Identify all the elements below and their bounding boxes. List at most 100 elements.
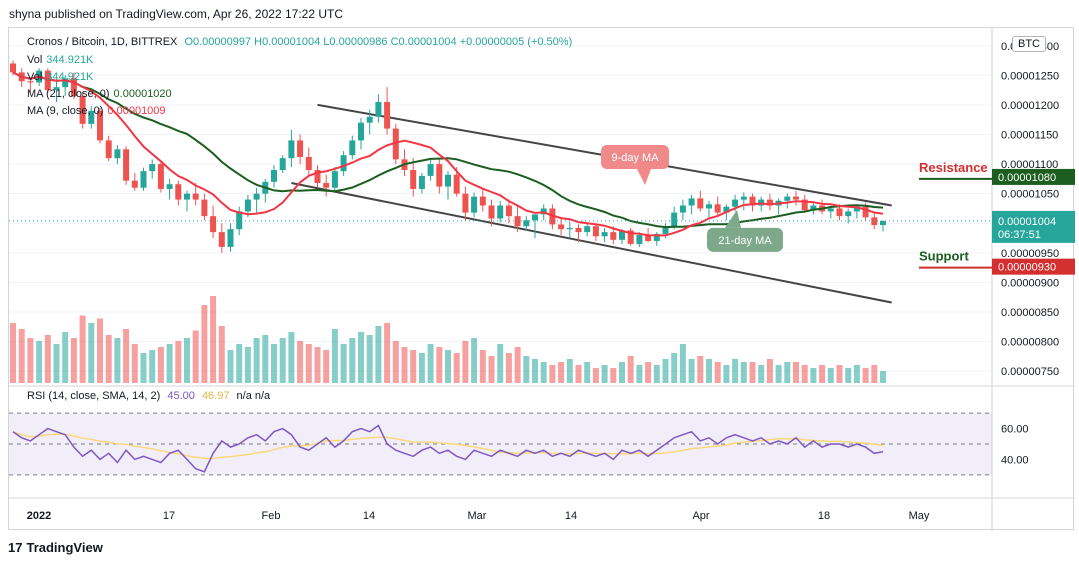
volume-bar xyxy=(471,338,478,383)
ma9-callout-pointer xyxy=(637,168,651,185)
candle-body xyxy=(244,199,251,212)
volume-bar xyxy=(62,332,69,383)
vol-label: Vol xyxy=(27,71,43,83)
volume-bar xyxy=(505,353,512,383)
candle-body xyxy=(349,140,356,156)
volume-bar xyxy=(79,315,86,383)
rsi-extra: n/a n/a xyxy=(236,390,271,402)
time-tick-label: 14 xyxy=(363,510,375,522)
volume-bar xyxy=(18,329,25,383)
volume-bar xyxy=(445,350,451,383)
rsi-value: 45.00 xyxy=(167,390,195,402)
candle-body xyxy=(619,230,625,240)
volume-bar xyxy=(558,362,565,383)
candle-body xyxy=(236,211,243,230)
tradingview-logo[interactable]: 17 TradingView xyxy=(8,540,103,555)
candle-body xyxy=(636,235,643,244)
candle-body xyxy=(10,63,16,73)
volume-bar xyxy=(97,318,103,383)
price-tick-label: 0.00001100 xyxy=(1001,159,1058,171)
legend-vol-1: Vol 344.921K xyxy=(27,54,93,66)
currency-badge[interactable]: BTC xyxy=(1012,36,1046,52)
candle-body xyxy=(575,227,582,233)
candle-body xyxy=(462,193,469,213)
volume-bar xyxy=(688,359,695,383)
volume-bar xyxy=(297,341,304,383)
volume-bar xyxy=(340,344,347,383)
ma21-callout-label: 21-day MA xyxy=(718,235,772,247)
price-tick-label: 0.00000800 xyxy=(1001,337,1059,349)
candle-body xyxy=(105,140,112,159)
candle-body xyxy=(671,212,678,227)
price-chart[interactable]: 0.000013000.000012500.000012000.00001150… xyxy=(9,28,1075,531)
candle-body xyxy=(706,204,712,209)
vol-value: 344.921K xyxy=(46,71,94,83)
ma21-value: 0.00001020 xyxy=(113,88,172,100)
volume-bar xyxy=(601,365,608,383)
candle-body xyxy=(201,199,208,217)
volume-bar xyxy=(775,365,782,383)
channel-lower-line xyxy=(291,182,892,304)
volume-bar xyxy=(192,330,199,383)
volume-bar xyxy=(679,344,686,383)
ma9-value: 0.00001009 xyxy=(107,105,166,117)
volume-bar xyxy=(10,323,16,383)
volume-bar xyxy=(358,332,364,383)
candle-body xyxy=(853,206,860,212)
candle-body xyxy=(845,211,852,217)
volume-bar xyxy=(853,365,860,383)
legend-ma9: MA (9, close, 0) 0.00001009 xyxy=(27,105,166,117)
volume-bar xyxy=(244,347,251,383)
vol-label: Vol xyxy=(27,54,43,66)
volume-bar xyxy=(523,356,530,383)
candle-body xyxy=(679,205,686,213)
volume-bar xyxy=(880,371,886,383)
candle-body xyxy=(53,87,60,91)
volume-bar xyxy=(584,362,591,383)
candle-body xyxy=(123,149,130,181)
volume-bar xyxy=(262,335,269,383)
ma9-callout-label: 9-day MA xyxy=(611,152,659,164)
volume-bar xyxy=(497,344,504,383)
candle-body xyxy=(592,226,599,237)
price-tick-label: 0.00000850 xyxy=(1001,307,1059,319)
volume-bar xyxy=(105,335,112,383)
volume-bar xyxy=(349,338,356,383)
volume-bar xyxy=(662,359,669,383)
candle-body xyxy=(184,193,190,200)
candle-body xyxy=(732,199,739,207)
ma9-line xyxy=(12,71,884,237)
volume-bar xyxy=(166,344,173,383)
candle-body xyxy=(227,229,234,247)
volume-bar xyxy=(671,353,678,383)
candle-body xyxy=(453,174,460,194)
candle-body xyxy=(653,233,660,241)
volume-bar xyxy=(70,338,77,383)
candle-body xyxy=(479,196,486,206)
volume-bar xyxy=(236,344,243,383)
price-tick-label: 0.00001200 xyxy=(1001,100,1059,112)
candle-body xyxy=(79,96,86,124)
volume-bar xyxy=(793,362,799,383)
ma21-label: MA (21, close, 0) xyxy=(27,88,110,100)
legend-ohlc: Cronos / Bitcoin, 1D, BITTREX O0.0000099… xyxy=(27,36,572,48)
volume-bar xyxy=(131,344,138,383)
volume-bar xyxy=(453,353,460,383)
time-tick-label: Apr xyxy=(692,510,709,522)
candle-body xyxy=(157,164,164,189)
volume-bar xyxy=(227,350,234,383)
price-tick-label: 0.00001250 xyxy=(1001,70,1059,82)
volume-bar xyxy=(532,359,538,383)
candle-body xyxy=(436,164,443,187)
support-label: Support xyxy=(919,249,969,264)
volume-bar xyxy=(462,341,469,383)
candle-body xyxy=(532,214,538,221)
volume-bar xyxy=(323,350,330,383)
volume-bar xyxy=(218,326,225,383)
volume-bar xyxy=(384,323,391,383)
candle-body xyxy=(497,205,504,219)
volume-bar xyxy=(514,347,521,383)
price-tick-label: 0.00000900 xyxy=(1001,277,1059,289)
volume-bar xyxy=(123,329,130,383)
candle-body xyxy=(697,198,704,209)
